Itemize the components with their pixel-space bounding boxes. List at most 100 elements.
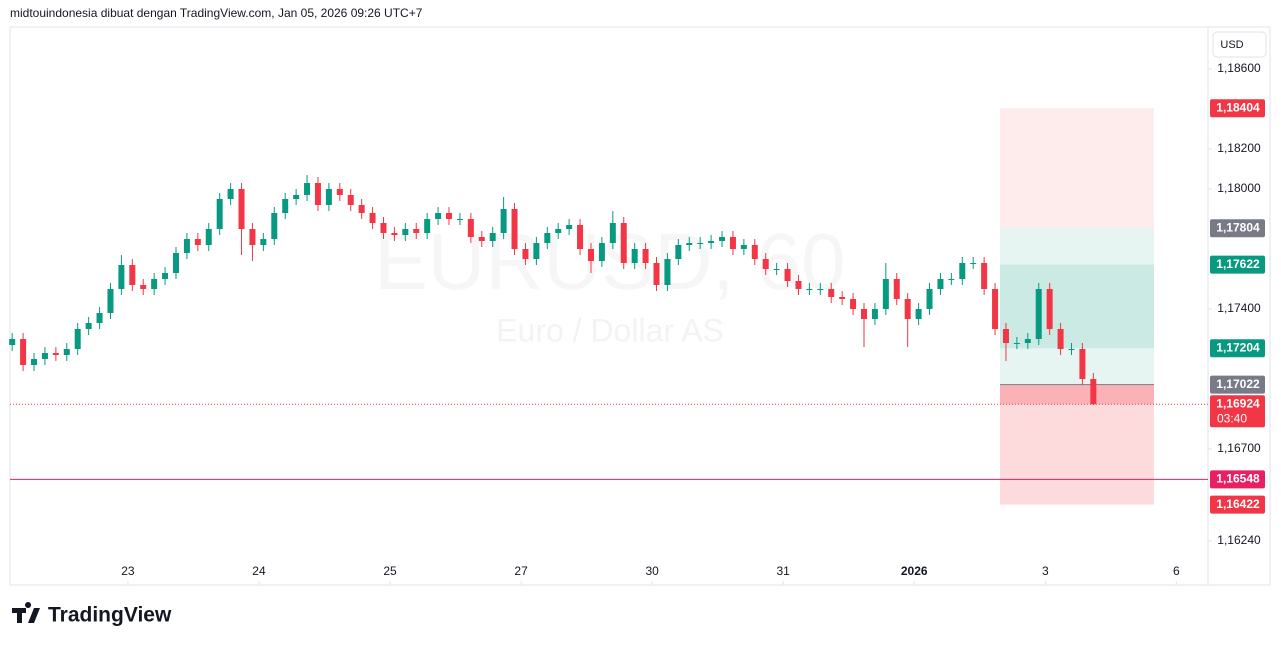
candle-body — [609, 223, 616, 243]
candle-body — [41, 353, 48, 359]
price-label-box — [1210, 255, 1265, 274]
candle-body — [751, 245, 758, 259]
price-label: 1,17204 — [1216, 340, 1260, 354]
candle-body — [20, 339, 27, 365]
candle-body — [882, 279, 889, 309]
price-label: 1,17022 — [1216, 377, 1260, 391]
candle-body — [63, 349, 70, 355]
candle-body — [1057, 329, 1064, 349]
candle-body — [642, 249, 649, 263]
x-tick-label: 23 — [121, 564, 135, 578]
candle-body — [216, 199, 223, 229]
candle-body — [402, 229, 409, 235]
price-label: 1,16548 — [1216, 472, 1260, 486]
candle-body — [686, 243, 693, 245]
candle-body — [369, 213, 376, 223]
chart-frame — [9, 26, 1271, 586]
target-zone — [1000, 228, 1154, 385]
currency-button[interactable] — [1212, 31, 1267, 58]
candle-body — [828, 289, 835, 297]
candle-body — [107, 289, 114, 313]
candle-body — [467, 219, 474, 237]
candle-body — [598, 243, 605, 261]
price-label-box — [1210, 339, 1265, 358]
header-title: midtouindonesia dibuat dengan TradingVie… — [10, 6, 423, 20]
price-label: 1,16924 — [1216, 396, 1260, 410]
candle-body — [555, 229, 562, 233]
watermark-description: Euro / Dollar AS — [496, 312, 724, 348]
candle-body — [1090, 379, 1097, 405]
candle-body — [620, 223, 627, 263]
countdown: 03:40 — [1217, 411, 1247, 425]
price-label-box — [1210, 495, 1265, 514]
y-tick-label: 1,16700 — [1217, 441, 1261, 455]
logo-icon — [12, 602, 40, 623]
candle-body — [1013, 343, 1020, 344]
candle-body — [522, 249, 529, 259]
candle-body — [74, 329, 81, 349]
candle-body — [784, 269, 791, 281]
candle-body — [194, 239, 201, 245]
candle-body — [9, 339, 16, 345]
candle-body — [653, 263, 660, 285]
x-tick-label: 25 — [383, 564, 397, 578]
candle-body — [151, 279, 158, 289]
candle-body — [358, 205, 365, 213]
candle-body — [915, 309, 922, 319]
stop-zone — [1000, 108, 1154, 229]
x-tick-label: 31 — [777, 564, 791, 578]
candle-body — [456, 219, 463, 220]
candle-body — [172, 253, 179, 273]
candle-body — [839, 297, 846, 299]
price-label-box — [1210, 219, 1265, 238]
x-tick-label: 24 — [252, 564, 266, 578]
x-tick-label: 3 — [1042, 564, 1049, 578]
candle-body — [948, 279, 955, 280]
candle-body — [282, 199, 289, 213]
candle-body — [740, 245, 747, 249]
price-label-box — [1210, 99, 1265, 118]
loss-zone — [1000, 384, 1154, 505]
candle-body — [293, 195, 300, 199]
y-tick-label: 1,18600 — [1217, 61, 1261, 75]
candle-body — [336, 189, 343, 195]
plot — [9, 108, 1208, 505]
candle-body — [446, 213, 453, 219]
candle-body — [249, 229, 256, 245]
candle-body — [85, 323, 92, 329]
candle-body — [544, 233, 551, 243]
candle-body — [675, 245, 682, 259]
candle-body — [871, 309, 878, 319]
candle-body — [959, 263, 966, 279]
candle-body — [227, 189, 234, 199]
price-label: 1,17804 — [1216, 220, 1260, 234]
candle-body — [162, 273, 169, 279]
candle-body — [96, 313, 103, 323]
candle-body — [271, 213, 278, 239]
candle-body — [926, 289, 933, 309]
candle-body — [631, 249, 638, 263]
candle-body — [183, 239, 190, 253]
candle-body — [577, 225, 584, 249]
candle-body — [1079, 349, 1086, 379]
candle-body — [347, 195, 354, 205]
candle-body — [850, 299, 857, 309]
candle-body — [304, 183, 311, 195]
open-loss-zone — [1000, 384, 1154, 405]
candle-body — [489, 233, 496, 241]
candle-body — [697, 243, 704, 244]
x-tick-label: 6 — [1173, 564, 1180, 578]
y-tick-label: 1,18200 — [1217, 141, 1261, 155]
candle-body — [31, 359, 38, 365]
candle-body — [1002, 329, 1009, 343]
candle-body — [970, 263, 977, 264]
candle-body — [424, 219, 431, 233]
price-label: 1,18404 — [1216, 100, 1260, 114]
candle-body — [587, 249, 594, 261]
candle-body — [1068, 349, 1075, 350]
candle-body — [981, 263, 988, 289]
candle-body — [140, 285, 147, 289]
candle-body — [314, 183, 321, 205]
